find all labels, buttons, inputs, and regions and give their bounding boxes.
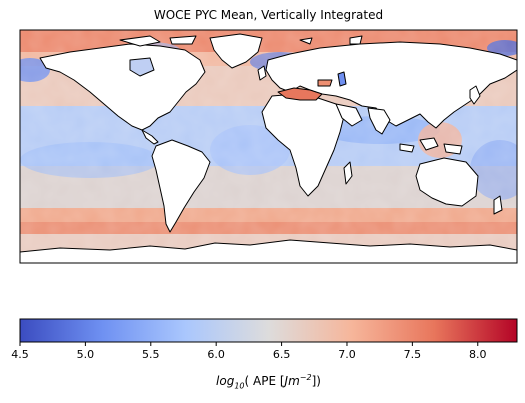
colorbar-tick-label: 6.5 xyxy=(273,348,291,361)
colorbar-tick-label: 7.0 xyxy=(338,348,356,361)
north-america xyxy=(39,43,206,131)
south-america xyxy=(151,139,211,233)
land-masses xyxy=(20,33,517,263)
label-sub: 10 xyxy=(234,381,245,391)
colorbar-tick-label: 4.5 xyxy=(11,348,29,361)
antarctica xyxy=(20,239,517,263)
colorbar-tick-label: 5.0 xyxy=(77,348,95,361)
label-sup: −2 xyxy=(299,373,312,382)
label-unit: Jm xyxy=(284,374,300,388)
map-frame xyxy=(19,29,518,264)
eurasia xyxy=(265,41,517,129)
australia xyxy=(415,157,479,207)
label-suffix: ]) xyxy=(311,374,321,388)
colorbar-tick-label: 7.5 xyxy=(404,348,422,361)
colorbar-gradient xyxy=(19,318,518,343)
map-title: WOCE PYC Mean, Vertically Integrated xyxy=(153,8,384,22)
colorbar-tick-label: 8.0 xyxy=(469,348,487,361)
colorbar-tick-label: 5.5 xyxy=(142,348,160,361)
colorbar-tick-label: 6.0 xyxy=(207,348,225,361)
colorbar-label: log10( APE [Jm−2]) xyxy=(20,373,517,390)
mediterranean-sea xyxy=(277,87,323,101)
label-mid: ( APE [ xyxy=(244,374,285,388)
colorbar-ticks: 4.5 5.0 5.5 6.0 6.5 7.0 7.5 8.0 xyxy=(11,342,487,361)
africa xyxy=(261,93,345,197)
greenland xyxy=(209,33,263,69)
label-log: log xyxy=(216,374,235,388)
